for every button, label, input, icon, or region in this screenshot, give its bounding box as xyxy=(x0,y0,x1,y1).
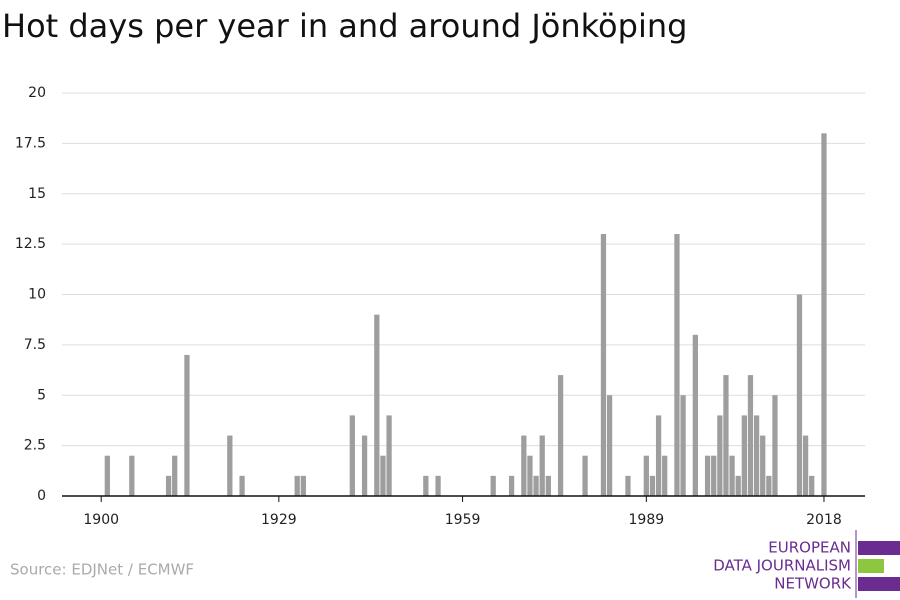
bar xyxy=(582,455,588,496)
y-tick-label: 10 xyxy=(28,287,46,303)
bar xyxy=(165,475,172,496)
bar xyxy=(239,475,245,496)
bar xyxy=(606,395,613,496)
bar xyxy=(717,415,723,496)
chart-title: Hot days per year in and around Jönköpin… xyxy=(2,7,687,45)
bar xyxy=(490,475,496,496)
bar xyxy=(539,435,545,496)
bar xyxy=(809,475,815,496)
bar xyxy=(747,375,754,496)
bar xyxy=(423,475,429,496)
y-tick-label: 7.5 xyxy=(24,337,46,353)
bar xyxy=(692,334,698,496)
bar xyxy=(796,294,803,496)
bar xyxy=(227,435,233,496)
bar xyxy=(760,435,766,496)
bar xyxy=(753,415,760,496)
bar xyxy=(361,435,368,496)
bar xyxy=(184,354,190,496)
bar xyxy=(527,455,533,496)
bar xyxy=(655,415,662,496)
x-tick-label: 1900 xyxy=(83,512,119,528)
bar xyxy=(104,455,110,496)
bar xyxy=(704,455,711,496)
bar xyxy=(625,475,631,496)
logo-bar xyxy=(858,577,900,591)
logo-text: EUROPEAN xyxy=(768,539,851,557)
bar xyxy=(386,415,392,496)
bar xyxy=(723,375,729,496)
bar xyxy=(741,415,747,496)
bar xyxy=(711,455,717,496)
bar xyxy=(294,475,300,496)
bar xyxy=(374,314,380,496)
y-tick-label: 17.5 xyxy=(15,135,46,151)
bar xyxy=(533,475,539,496)
y-tick-label: 5 xyxy=(37,387,46,403)
x-tick-label: 1989 xyxy=(629,512,665,528)
bar xyxy=(380,455,386,496)
x-tick-label: 1959 xyxy=(445,512,481,528)
bar xyxy=(545,475,551,496)
bar xyxy=(821,133,827,497)
bar xyxy=(680,395,686,496)
bar xyxy=(674,234,680,497)
bar xyxy=(600,234,607,497)
source: Source: EDJNet / ECMWF xyxy=(10,561,194,579)
y-tick-label: 20 xyxy=(28,85,46,101)
bar xyxy=(435,475,441,496)
logo-bar xyxy=(858,541,900,555)
logo-text: NETWORK xyxy=(774,575,852,593)
y-tick-label: 2.5 xyxy=(24,438,46,454)
bar xyxy=(802,435,809,496)
bar xyxy=(643,455,649,496)
bar xyxy=(300,475,306,496)
bar xyxy=(729,455,735,496)
bar xyxy=(662,455,668,496)
bar xyxy=(557,375,564,496)
bar xyxy=(521,435,527,496)
bar xyxy=(735,475,741,496)
y-tick-label: 12.5 xyxy=(15,236,46,252)
bar xyxy=(172,455,178,496)
logo-text: DATA JOURNALISM xyxy=(713,557,851,575)
bar xyxy=(349,415,355,496)
logo: EUROPEAN DATA JOURNALISM NETWORK xyxy=(713,530,900,598)
bar xyxy=(772,395,778,496)
bar xyxy=(508,475,515,496)
logo-bar xyxy=(858,559,884,573)
bar xyxy=(649,475,656,496)
y-tick-label: 15 xyxy=(28,186,46,202)
x-tick-label: 1929 xyxy=(261,512,297,528)
y-tick-label: 0 xyxy=(37,488,46,504)
bar xyxy=(129,455,135,496)
x-tick-label: 2018 xyxy=(806,512,842,528)
bar xyxy=(766,475,772,496)
